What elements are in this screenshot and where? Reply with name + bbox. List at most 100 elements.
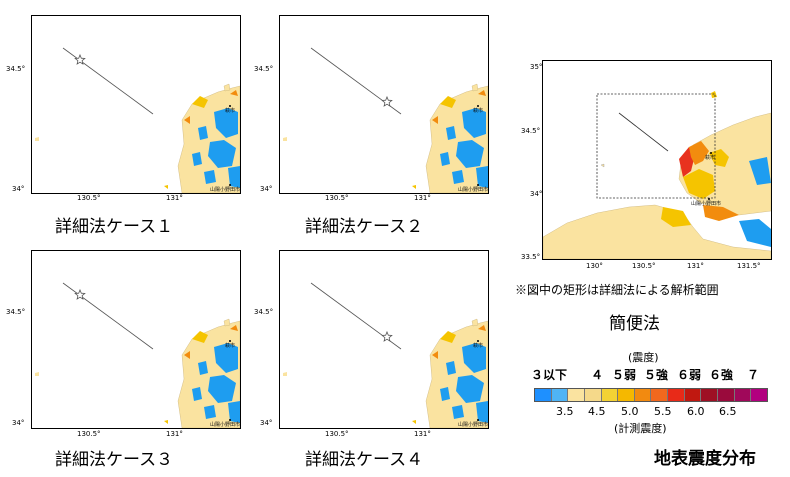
epicenter-star — [381, 330, 393, 342]
intensity-patch — [228, 166, 240, 188]
intensity-patch — [192, 331, 208, 343]
legend-swatch — [684, 389, 702, 401]
island — [711, 91, 717, 98]
legend-title-measured: (計測震度) — [614, 422, 667, 435]
intensity-patch — [440, 152, 450, 166]
intensity-patch — [478, 325, 486, 331]
intensity-patch — [749, 157, 771, 185]
city-marker — [477, 419, 479, 421]
x-tick: 130.5° — [77, 194, 101, 202]
legend-class: ４ — [591, 368, 604, 382]
y-tick: 34.5° — [6, 65, 26, 73]
legend-swatch — [568, 389, 585, 401]
intensity-patch — [214, 343, 238, 373]
fault-trace — [62, 47, 154, 115]
x-tick: 131° — [687, 262, 704, 270]
panel-caption: 詳細法ケース２ — [305, 217, 424, 237]
y-tick: 34° — [530, 190, 543, 198]
island — [164, 420, 168, 424]
city-label: 山陽小野田市 — [210, 187, 241, 193]
x-tick: 130.5° — [325, 194, 349, 202]
intensity-patch — [462, 343, 486, 373]
intensity-patch — [452, 170, 464, 184]
land-area — [543, 204, 771, 259]
intensity-patch — [689, 141, 709, 165]
legend-color-bar — [534, 388, 768, 402]
x-tick: 131° — [414, 430, 431, 438]
city-marker — [710, 152, 712, 154]
legend-value: 4.5 — [588, 405, 606, 418]
map-canvas-case-1 — [35, 47, 240, 193]
intensity-patch — [432, 116, 438, 124]
x-tick: 130.5° — [77, 430, 101, 438]
city-label: 山陽小野田市 — [691, 201, 722, 207]
city-label: 萩市 — [225, 108, 236, 114]
intensity-patch — [208, 140, 236, 168]
intensity-patch — [432, 351, 438, 359]
legend-value: 6.0 — [687, 405, 705, 418]
city-marker — [229, 105, 231, 107]
intensity-patch — [192, 387, 202, 401]
intensity-patch — [198, 126, 208, 140]
analysis-area-note: ※図中の矩形は詳細法による解析範囲 — [515, 283, 719, 297]
y-tick: 34.5° — [254, 308, 274, 316]
legend-class: ６弱 — [677, 368, 702, 382]
y-tick: 34° — [260, 185, 273, 193]
intensity-map-simple: 萩市 山陽小野田市 — [542, 60, 772, 260]
island — [471, 318, 479, 327]
island — [35, 137, 39, 141]
island — [471, 83, 479, 92]
panel-caption: 簡便法 — [609, 314, 660, 334]
legend-swatch — [751, 389, 767, 401]
x-tick: 131.5° — [737, 262, 761, 270]
island — [600, 163, 605, 168]
intensity-patch — [446, 361, 456, 375]
island — [283, 137, 287, 141]
legend-value: 5.0 — [621, 405, 639, 418]
intensity-patch — [739, 219, 771, 247]
legend-swatch — [634, 389, 652, 401]
city-marker — [477, 105, 479, 107]
legend-swatch — [651, 389, 669, 401]
legend-class: ７ — [747, 368, 760, 382]
y-tick: 34° — [12, 185, 25, 193]
x-tick: 130.5° — [632, 262, 656, 270]
city-label: 萩市 — [473, 108, 484, 114]
legend-swatch — [668, 389, 685, 401]
x-tick: 131° — [414, 194, 431, 202]
island — [35, 372, 39, 376]
x-tick: 131° — [166, 194, 183, 202]
legend-title-intensity: (震度) — [628, 351, 659, 364]
legend-swatch — [584, 389, 602, 401]
island — [412, 420, 416, 424]
map-canvas-simple — [543, 91, 771, 259]
x-tick: 130° — [586, 262, 603, 270]
panel-caption: 詳細法ケース１ — [55, 217, 174, 237]
fault-trace — [618, 112, 669, 152]
intensity-patch — [703, 205, 739, 221]
intensity-patch — [456, 140, 484, 168]
intensity-map-case-1: 萩市山陽小野田市 — [31, 15, 241, 194]
intensity-patch — [204, 170, 216, 184]
intensity-patch — [184, 351, 190, 359]
legend-swatch — [535, 389, 552, 401]
intensity-patch — [198, 361, 208, 375]
intensity-patch — [661, 207, 691, 227]
y-tick: 34° — [260, 419, 273, 427]
intensity-patch — [462, 108, 486, 138]
intensity-map-case-4: 萩市 山陽小野田市 — [279, 250, 489, 429]
legend-value: 6.5 — [719, 405, 737, 418]
map-canvas-case-2 — [283, 47, 488, 193]
city-marker — [229, 419, 231, 421]
intensity-patch — [204, 405, 216, 419]
city-label: 山陽小野田市 — [458, 187, 489, 193]
city-label: 山陽小野田市 — [210, 422, 241, 428]
y-tick: 34.5° — [521, 127, 541, 135]
intensity-patch — [476, 166, 488, 188]
y-tick: 34.5° — [254, 65, 274, 73]
island — [283, 372, 287, 376]
legend-class: ５強 — [644, 368, 669, 382]
legend-swatch — [618, 389, 635, 401]
map-canvas-case-3 — [35, 282, 240, 428]
epicenter-star — [74, 288, 86, 300]
